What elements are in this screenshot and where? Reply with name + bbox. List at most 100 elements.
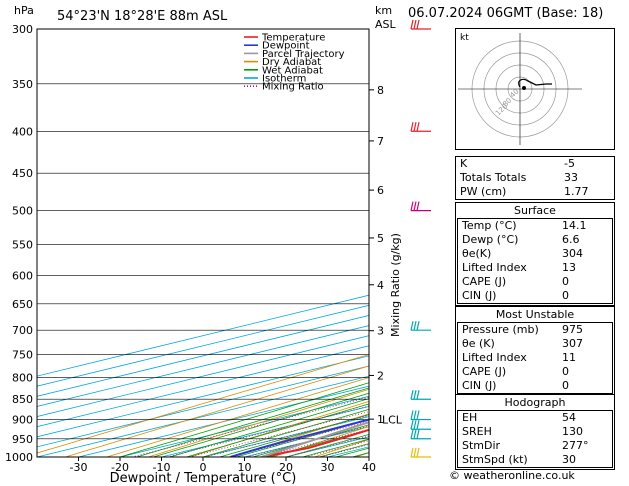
wind-barb-flag bbox=[413, 201, 417, 211]
isotherm-line bbox=[37, 335, 369, 417]
surface-label: θe(K) bbox=[462, 247, 492, 260]
hodograph-unit-label: kt bbox=[460, 33, 469, 43]
most-unstable-row: CAPE (J) 0 bbox=[458, 365, 612, 379]
x-tick-label: -10 bbox=[153, 461, 171, 474]
indices-table: K -5 Totals Totals 33 PW (cm) 1.77 bbox=[455, 156, 615, 200]
location-label: 54°23'N 18°28'E 88m ASL bbox=[57, 9, 228, 24]
hodograph-label: SREH bbox=[462, 425, 492, 438]
wind-barb bbox=[410, 201, 431, 212]
hodograph-label: EH bbox=[462, 411, 478, 424]
surface-row: Temp (°C) 14.1 bbox=[458, 219, 612, 233]
hodograph-ring-label: 40 bbox=[509, 87, 521, 99]
surface-row: θe(K) 304 bbox=[458, 247, 612, 261]
hodograph-row: StmDir 277° bbox=[458, 439, 612, 453]
km-tick-label: 3 bbox=[377, 325, 384, 338]
wind-barb bbox=[410, 429, 431, 440]
wind-barb-flag bbox=[416, 420, 420, 430]
wind-barb-flag bbox=[416, 321, 420, 331]
index-value: 1.77 bbox=[564, 185, 589, 198]
hodograph-ring-label: 80 bbox=[501, 96, 513, 108]
most-unstable-table: Most Unstable Pressure (mb) 975 θe (K) 307 L… bbox=[455, 306, 615, 396]
surface-label: Temp (°C) bbox=[462, 219, 517, 232]
index-value: 33 bbox=[564, 171, 578, 184]
isotherm-line bbox=[37, 304, 369, 387]
surface-label: Dewp (°C) bbox=[462, 233, 519, 246]
hodograph-row: EH 54 bbox=[458, 411, 612, 425]
km-tick-label: 7 bbox=[377, 135, 384, 148]
pressure-tick-label: 700 bbox=[12, 324, 33, 337]
surface-label: Lifted Index bbox=[462, 261, 527, 274]
chart-grid bbox=[37, 29, 369, 457]
wind-barb-flag bbox=[413, 390, 417, 400]
chart-labels: 1234881015202530035040045050055060065070… bbox=[5, 19, 431, 474]
mixing-ratio-axis-title: Mixing Ratio (g/kg) bbox=[389, 233, 402, 337]
wind-barb bbox=[410, 321, 431, 331]
wet-adiabat-line bbox=[119, 382, 369, 457]
surface-value: 0 bbox=[562, 275, 569, 288]
wind-barb-flag bbox=[413, 447, 417, 458]
wind-barb bbox=[410, 19, 431, 30]
km-tick-label: 1 bbox=[377, 413, 384, 426]
km-tick-label: 4 bbox=[377, 279, 384, 292]
x-tick-label: 30 bbox=[321, 461, 335, 474]
hodograph-value: 30 bbox=[562, 453, 576, 466]
hodograph-value: 130 bbox=[562, 425, 583, 438]
legend-label: Parcel Trajectory bbox=[262, 49, 345, 60]
hodograph-row: SREH 130 bbox=[458, 425, 612, 439]
hodograph-value: 277° bbox=[562, 439, 589, 452]
most-unstable-value: 0 bbox=[562, 379, 569, 392]
wind-barb bbox=[410, 447, 431, 458]
forecast-datetime: 06.07.2024 06GMT (Base: 18) bbox=[408, 6, 604, 21]
index-label: K bbox=[460, 157, 468, 170]
pressure-tick-label: 500 bbox=[12, 205, 33, 218]
surface-row: Dewp (°C) 6.6 bbox=[458, 233, 612, 247]
x-tick-label: 40 bbox=[362, 461, 376, 474]
wind-barb-flag bbox=[410, 390, 414, 400]
wind-barb-flag bbox=[410, 447, 414, 458]
hodograph-label: StmDir bbox=[462, 439, 501, 452]
hpa-axis-label: hPa bbox=[14, 4, 34, 17]
pressure-tick-label: 450 bbox=[12, 167, 33, 180]
isotherm-line bbox=[37, 325, 369, 407]
wind-barb bbox=[410, 420, 431, 430]
wet-adiabat-line bbox=[186, 403, 369, 457]
dry-adiabat-line bbox=[65, 365, 369, 457]
hodograph-row: StmSpd (kt) 30 bbox=[458, 453, 612, 467]
most-unstable-value: 307 bbox=[562, 337, 583, 350]
chart-frame bbox=[36, 28, 374, 461]
surface-value: 304 bbox=[562, 247, 583, 260]
pressure-tick-label: 550 bbox=[12, 238, 33, 251]
most-unstable-label: Lifted Index bbox=[462, 351, 527, 364]
most-unstable-value: 11 bbox=[562, 351, 576, 364]
wind-barb-flag bbox=[416, 410, 420, 420]
surface-row: CAPE (J) 0 bbox=[458, 275, 612, 289]
wind-barb bbox=[410, 410, 431, 421]
hodograph-panel: kt 120 80 40 bbox=[455, 28, 615, 150]
wind-barb bbox=[410, 122, 431, 132]
most-unstable-row: CIN (J) 0 bbox=[458, 379, 612, 393]
wind-barb-flag bbox=[410, 410, 414, 420]
wind-barb-flag bbox=[413, 19, 417, 30]
dry-adiabat-line bbox=[37, 354, 369, 454]
wind-barb-flag bbox=[410, 321, 414, 331]
most-unstable-row: Lifted Index 11 bbox=[458, 351, 612, 365]
km-tick-label: 2 bbox=[377, 369, 384, 382]
temperature-line bbox=[261, 428, 369, 457]
lcl-label: LCL bbox=[382, 414, 403, 427]
wind-barb bbox=[410, 390, 431, 400]
mixing-ratio-line bbox=[205, 415, 369, 457]
surface-row: Lifted Index 13 bbox=[458, 261, 612, 275]
isotherm-line bbox=[37, 315, 369, 397]
wind-barb-flag bbox=[413, 410, 417, 420]
surface-label: CIN (J) bbox=[462, 289, 497, 302]
pressure-tick-label: 950 bbox=[12, 433, 33, 446]
copyright-notice: © weatheronline.co.uk bbox=[449, 469, 575, 482]
mixing-ratio-line bbox=[189, 411, 369, 457]
surface-value: 14.1 bbox=[562, 219, 587, 232]
isotherm-line bbox=[37, 345, 369, 428]
legend-label: Isotherm bbox=[262, 74, 306, 85]
x-tick-label: 20 bbox=[279, 461, 293, 474]
storm-motion-marker bbox=[522, 86, 526, 90]
